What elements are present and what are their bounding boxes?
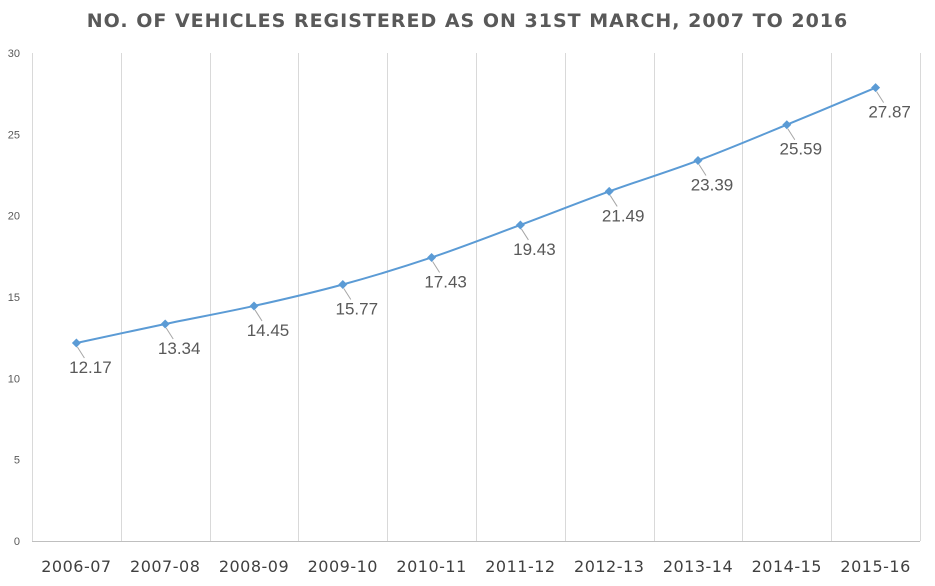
data-point-marker: [338, 279, 348, 289]
y-tick-label: 20: [8, 211, 20, 223]
chart-title: NO. OF VEHICLES REGISTERED AS ON 31ST MA…: [86, 10, 849, 32]
x-tick-label: 2010-11: [396, 557, 466, 576]
data-point-marker: [871, 83, 881, 93]
data-point-marker: [160, 319, 170, 329]
data-point-marker: [604, 186, 614, 196]
y-tick-label: 0: [14, 536, 20, 548]
data-label-leader: [343, 288, 352, 300]
y-axis-ticks: 0 5 10 15 20 25 30: [8, 48, 20, 548]
data-point-marker: [782, 120, 792, 130]
data-label: 13.34: [158, 339, 201, 358]
data-point-marker: [693, 156, 703, 166]
x-tick-label: 2007-08: [130, 557, 200, 576]
series-line: [76, 86, 876, 345]
series-layer: [71, 83, 881, 348]
data-label-leader: [876, 91, 885, 103]
data-label-layer: 12.17 13.34 14.45 15.77 17.43 19.43 21.49 23.39…: [69, 91, 911, 377]
data-label-leader: [76, 346, 85, 359]
x-tick-label: 2013-14: [663, 557, 733, 576]
data-label-leader: [787, 128, 796, 141]
data-point-marker: [515, 220, 525, 230]
x-tick-label: 2014-15: [752, 557, 822, 576]
x-tick-label: 2008-09: [219, 557, 289, 576]
x-tick-label: 2015-16: [840, 557, 910, 576]
y-tick-label: 15: [8, 292, 20, 304]
y-tick-label: 5: [14, 455, 20, 467]
data-label: 14.45: [247, 321, 290, 340]
data-point-marker: [427, 252, 437, 262]
data-point-marker: [71, 338, 81, 348]
data-label-leader: [520, 228, 529, 241]
data-label-leader: [609, 195, 618, 207]
data-label: 15.77: [336, 299, 379, 318]
data-point-marker: [249, 301, 259, 311]
data-label: 21.49: [602, 206, 645, 225]
data-label: 27.87: [868, 103, 911, 122]
x-tick-label: 2012-13: [574, 557, 644, 576]
data-label: 19.43: [513, 240, 556, 259]
x-tick-label: 2009-10: [308, 557, 378, 576]
y-tick-label: 10: [8, 373, 20, 385]
x-tick-label: 2006-07: [41, 557, 111, 576]
data-label: 25.59: [780, 140, 823, 159]
data-label: 23.39: [691, 176, 734, 195]
data-label-leader: [165, 327, 174, 340]
x-axis-ticks: 2006-07 2007-08 2008-09 2009-10 2010-11 2011-…: [41, 557, 910, 576]
y-tick-label: 30: [8, 48, 20, 60]
data-label: 17.43: [424, 272, 467, 291]
data-label-leader: [698, 164, 707, 176]
data-label-leader: [432, 261, 441, 273]
data-label: 12.17: [69, 358, 112, 377]
grid-layer: [32, 53, 921, 542]
data-label-leader: [254, 309, 263, 322]
x-tick-label: 2011-12: [485, 557, 555, 576]
y-tick-label: 25: [8, 129, 20, 141]
